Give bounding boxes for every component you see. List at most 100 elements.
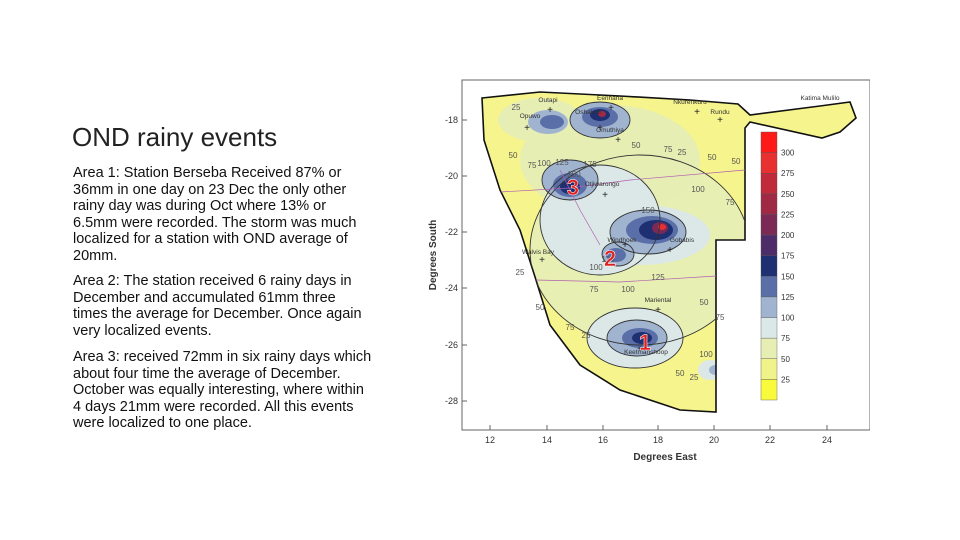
station-marker: + [637,344,643,355]
contour-label: 100 [699,350,713,359]
town-label: Rundu [710,109,730,116]
legend-tick-label: 225 [781,210,795,219]
regional-boundaries [499,169,746,283]
town-label: Nkurenkuru [673,99,707,106]
legend-tick-label: 25 [781,375,790,384]
rainfall-map: Degrees South Degrees East 12 14 16 18 20 22 2… [428,79,870,463]
town-label: Katima Mulilo [800,95,839,102]
y-tick-label: -20 [445,171,458,181]
x-axis-label: Degrees East [633,452,697,463]
town-label: Mariental [645,297,672,304]
contour-label: 25 [678,148,687,157]
x-axis-ticks: 12 14 16 18 20 22 24 [485,425,832,445]
legend-tick-label: 50 [781,355,790,364]
contour-lines [529,101,751,369]
x-tick-label: 24 [822,435,832,445]
y-tick-label: -26 [445,340,458,350]
slide-title: OND rainy events [72,122,278,152]
area-1-description: Area 1: Station Berseba Received 87% or … [73,165,357,264]
station-marker: + [655,305,661,316]
legend-swatch [760,255,778,277]
town-label: Windhoek [608,237,638,244]
contour-label: 125 [651,273,665,282]
town-label: Omuthiya [596,127,624,134]
legend-swatch [760,234,778,256]
legend-swatch [760,317,778,339]
station-marker: + [524,123,530,134]
contour-label: 50 [676,369,685,378]
area-2-description: Area 2: The station received 6 rainy day… [73,273,362,339]
town-label: Outapi [538,97,557,104]
y-tick-label: -28 [445,396,458,406]
contour-label: 125 [601,255,615,264]
legend-swatch [760,131,778,153]
contour-label: 75 [726,198,735,207]
contour-label: 50 [536,303,545,312]
x-tick-label: 16 [598,435,608,445]
town-label: Oshakati [575,109,601,116]
legend-tick-label: 100 [781,314,795,323]
contour-label: 100 [589,263,603,272]
legend-tick-label: 75 [781,334,790,343]
contour-label: 25 [582,331,591,340]
station-marker: + [622,240,628,251]
station-marker: + [615,135,621,146]
area-3-description: Area 3: received 72mm in six rainy days … [73,349,372,431]
contour-label: 25 [516,268,525,277]
x-tick-label: 18 [653,435,663,445]
town-label: Otjiwarongo [585,181,620,188]
legend-tick-label: 175 [781,252,795,261]
legend-swatch [760,214,778,236]
legend-swatch [760,379,778,401]
contour-label: 50 [732,157,741,166]
town-label: Eenhana [597,95,623,102]
contour-label: 50 [509,151,518,160]
legend-tick-label: 125 [781,293,795,302]
y-tick-label: -22 [445,227,458,237]
contour-label: 25 [690,373,699,382]
x-tick-label: 12 [485,435,495,445]
x-tick-label: 14 [542,435,552,445]
legend-tick-label: 150 [781,272,795,281]
contour-label: 75 [528,161,537,170]
x-tick-label: 20 [709,435,719,445]
contour-label: 150 [641,206,655,215]
legend-swatch [760,276,778,298]
town-label: Opuwo [520,113,541,120]
contour-label: 75 [664,145,673,154]
legend-swatch [760,173,778,195]
legend-tick-label: 300 [781,149,795,158]
town-labels: Outapi Eenhana Opuwo Oshakati Omuthiya Nkuren… [520,95,840,356]
station-marker: + [539,255,545,266]
station-marker: + [597,123,603,134]
station-marker: + [717,115,723,126]
contour-label: 125 [555,158,569,167]
station-marker: + [547,105,553,116]
area-markers: 3 2 1 [567,175,652,356]
rainfall-legend: 300 275 250 225 200 175 150 125 100 75 50 25 [760,131,795,401]
contour-label: 175 [583,160,597,169]
contour-label: 25 [512,103,521,112]
station-marker: + [608,103,614,114]
station-marker: + [694,107,700,118]
legend-tick-label: 250 [781,190,795,199]
legend-swatch [760,152,778,174]
contour-label: 150 [567,170,581,179]
town-label: Gobabis [670,237,695,244]
contour-label: 100 [691,185,705,194]
legend-tick-label: 200 [781,231,795,240]
contour-label: 100 [537,159,551,168]
station-marker: + [602,190,608,201]
contour-label: 75 [566,323,575,332]
legend-swatch [760,193,778,215]
x-tick-label: 22 [765,435,775,445]
station-marker: + [667,245,673,256]
contour-label: 75 [716,313,725,322]
legend-swatch [760,337,778,359]
rainfall-shading [482,92,856,412]
legend-swatch [760,358,778,380]
legend-tick-label: 275 [781,169,795,178]
y-tick-label: -18 [445,115,458,125]
area-marker: 1 [639,330,651,355]
